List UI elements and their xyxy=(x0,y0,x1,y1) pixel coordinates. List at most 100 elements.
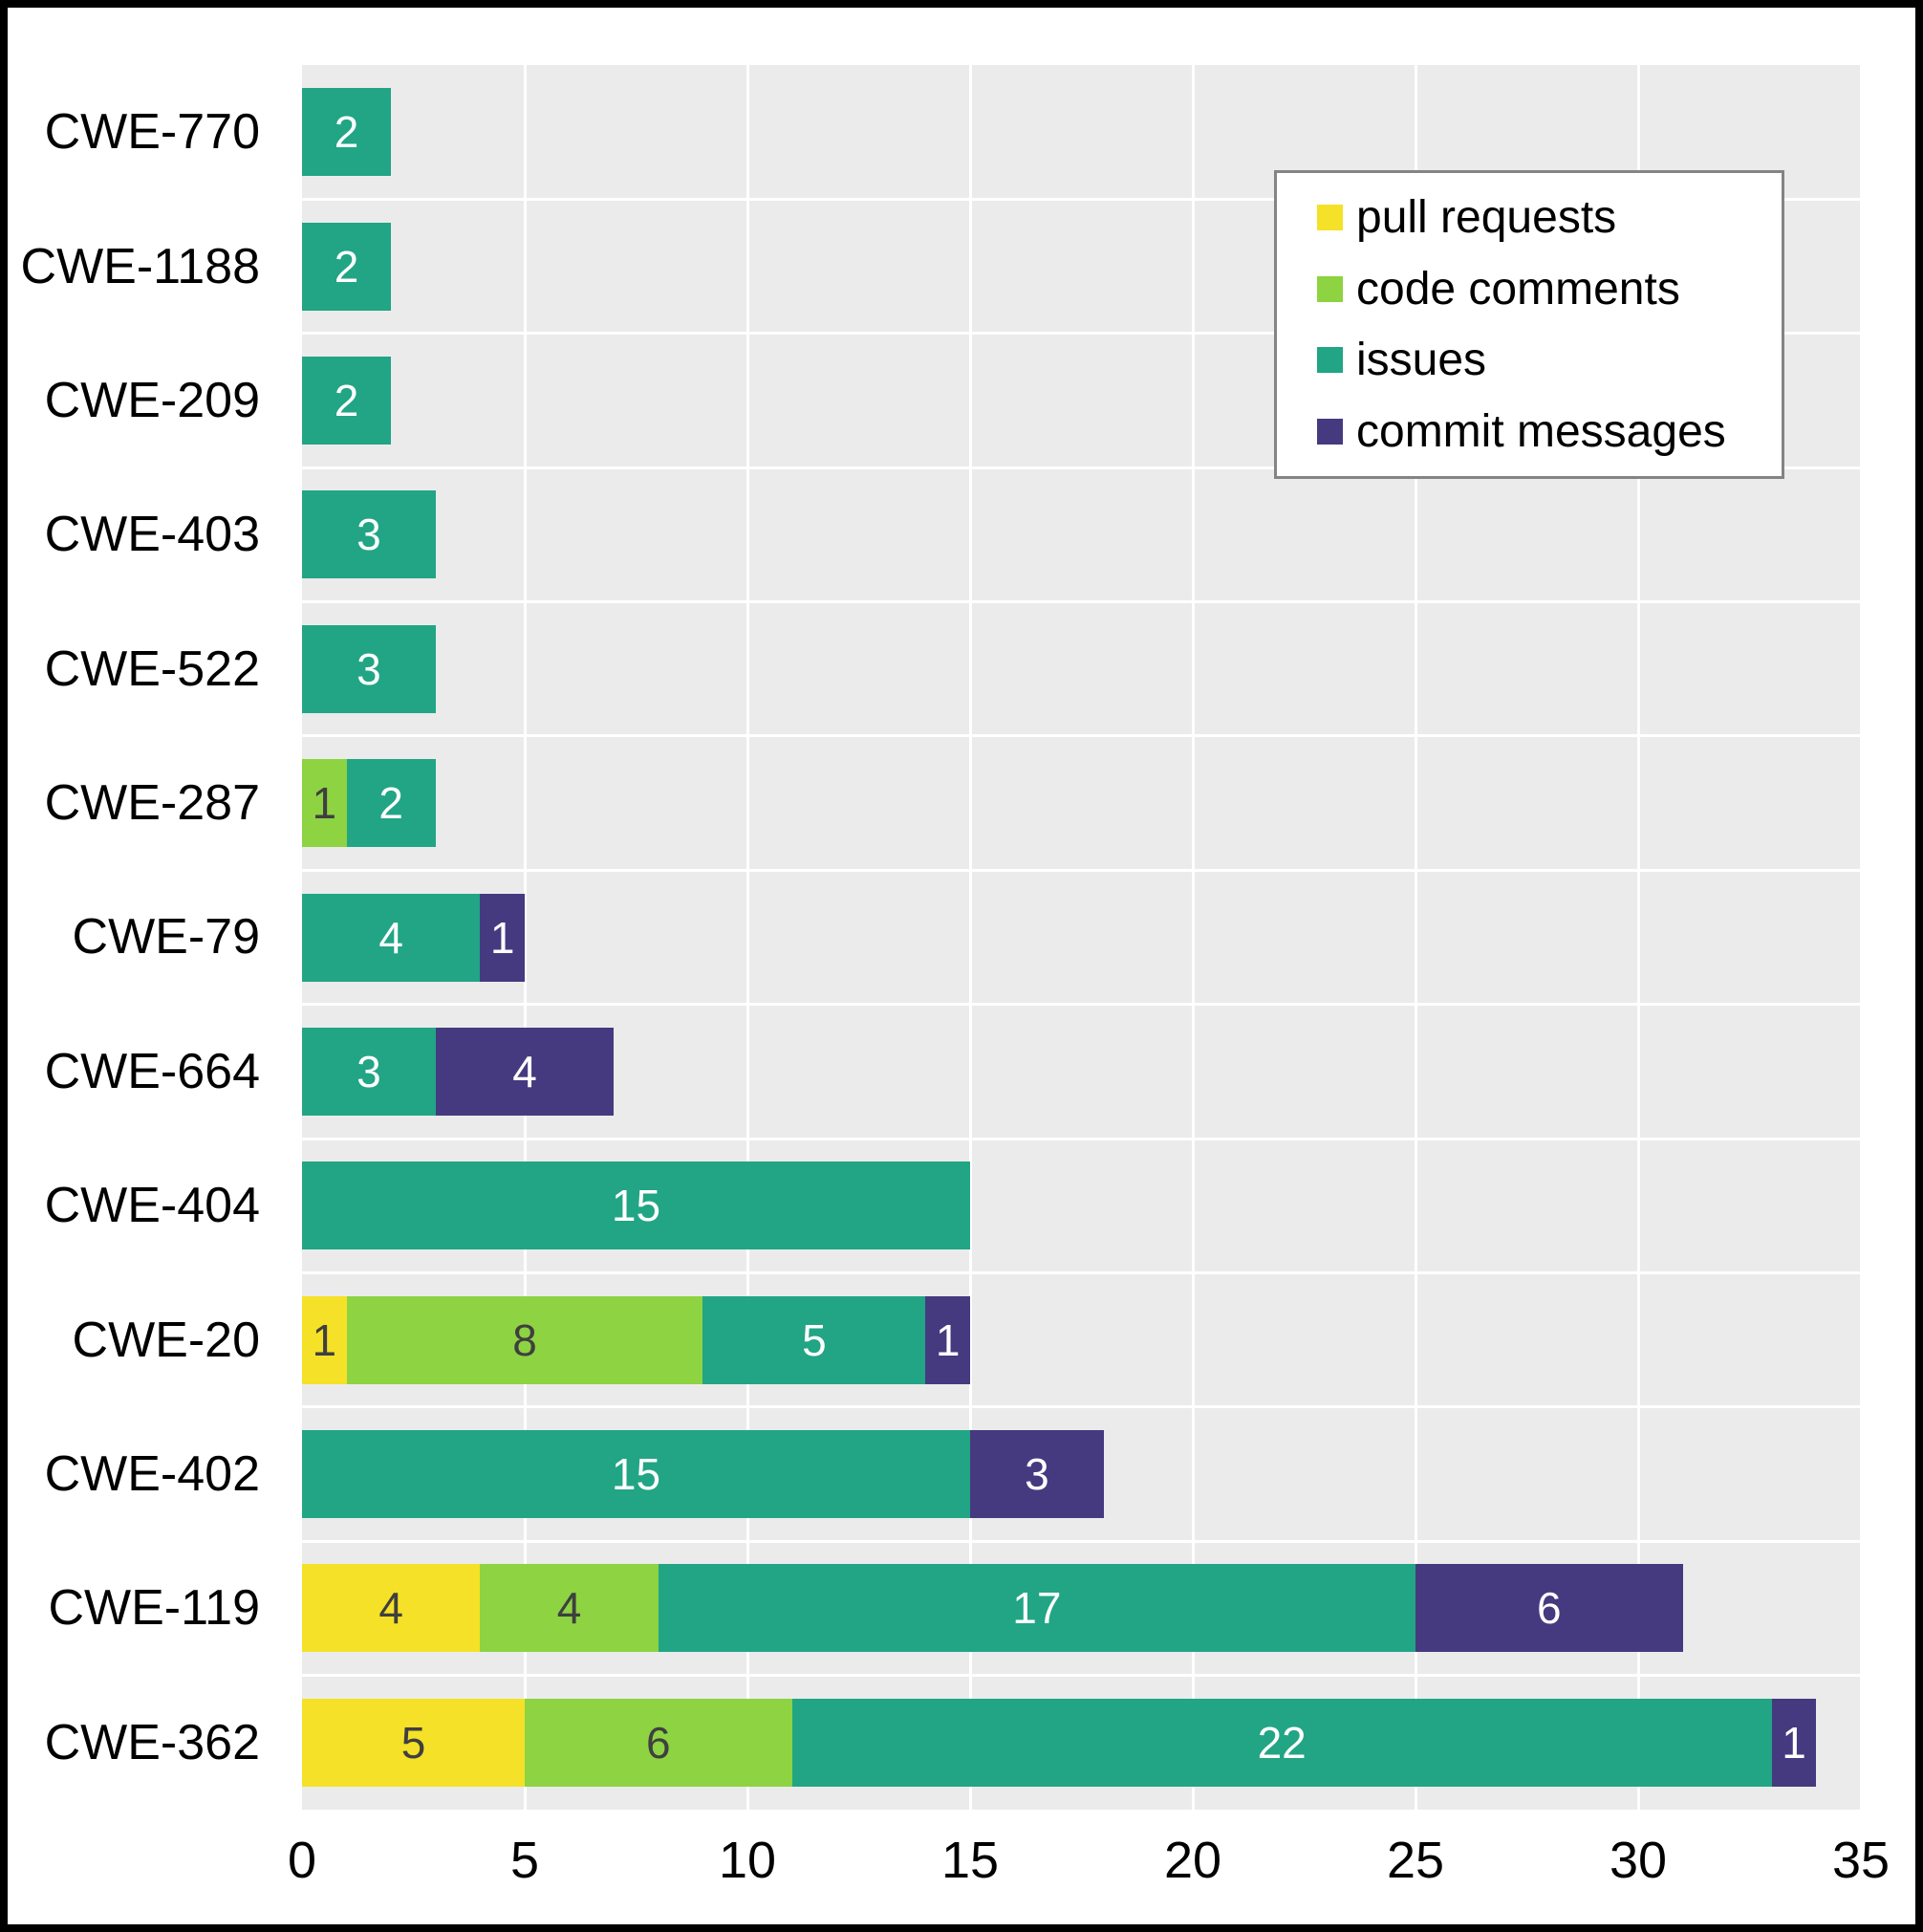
chart-frame: 2 2 2 3 3 1 2 4 1 3 4 15 1 8 5 1 15 3 4 4 17 6 5 6 22 1 CWE-770 CW… xyxy=(8,8,1915,1924)
bar-segment: 1 xyxy=(480,893,525,982)
bar-segment: 6 xyxy=(525,1698,792,1787)
bar-value-label: 8 xyxy=(512,1314,537,1365)
gridline-horizontal xyxy=(302,1003,1861,1007)
bar-segment: 8 xyxy=(346,1295,703,1384)
x-tick-label: 25 xyxy=(1386,1832,1445,1889)
bar-segment: 5 xyxy=(702,1295,926,1384)
gridline-vertical xyxy=(1414,65,1417,1810)
bar-value-label: 15 xyxy=(611,1449,661,1500)
category-label: CWE-664 xyxy=(44,1043,260,1099)
legend-item: issues xyxy=(1317,334,1782,386)
legend: pull requests code comments issues commit m… xyxy=(1274,170,1784,479)
gridline-vertical xyxy=(745,65,749,1810)
bar-value-label: 4 xyxy=(378,912,403,963)
bar-segment: 3 xyxy=(970,1430,1104,1519)
x-tick-label: 5 xyxy=(509,1832,540,1889)
gridline-horizontal xyxy=(302,1674,1861,1678)
bar-segment: 2 xyxy=(302,356,392,445)
bar-value-label: 3 xyxy=(357,1046,381,1096)
category-label: CWE-20 xyxy=(72,1312,260,1368)
bar-value-label: 2 xyxy=(334,375,359,425)
x-tick-label: 10 xyxy=(718,1832,777,1889)
gridline-vertical xyxy=(968,65,972,1810)
bar-segment: 1 xyxy=(302,759,347,848)
gridline-vertical xyxy=(1859,65,1863,1810)
bar-value-label: 4 xyxy=(556,1583,582,1634)
gridline-horizontal xyxy=(302,466,1861,469)
gridline-horizontal xyxy=(302,197,1861,201)
bar-value-label: 1 xyxy=(312,778,337,829)
category-label: CWE-404 xyxy=(44,1178,260,1234)
bar-segment: 4 xyxy=(302,893,481,982)
bar-value-label: 1 xyxy=(1782,1717,1806,1768)
legend-swatch-icon xyxy=(1317,205,1343,231)
x-tick-label: 30 xyxy=(1609,1832,1668,1889)
legend-swatch-icon xyxy=(1317,347,1343,374)
gridline-horizontal xyxy=(302,1270,1861,1274)
bar-value-label: 1 xyxy=(312,1314,337,1365)
legend-item: pull requests xyxy=(1317,191,1782,244)
bar-segment: 3 xyxy=(302,1027,436,1116)
gridline-horizontal xyxy=(302,1137,1861,1140)
x-tick-label: 20 xyxy=(1163,1832,1222,1889)
category-label: CWE-79 xyxy=(72,909,260,966)
bar-value-label: 4 xyxy=(378,1583,403,1634)
bar-segment: 3 xyxy=(302,490,436,579)
bar-segment: 15 xyxy=(302,1430,970,1519)
x-tick-label: 0 xyxy=(287,1832,317,1889)
bar-value-label: 5 xyxy=(400,1717,426,1768)
category-label: CWE-1188 xyxy=(20,238,260,294)
bar-value-label: 3 xyxy=(357,510,381,560)
bar-value-label: 1 xyxy=(935,1314,961,1365)
bar-segment: 2 xyxy=(302,88,392,177)
bar-segment: 4 xyxy=(302,1564,481,1653)
gridline-vertical xyxy=(1191,65,1195,1810)
bar-segment: 2 xyxy=(302,222,392,311)
category-label: CWE-403 xyxy=(44,507,260,563)
gridline-vertical xyxy=(1636,65,1640,1810)
bar-segment: 1 xyxy=(925,1295,970,1384)
category-label: CWE-119 xyxy=(48,1580,260,1637)
category-label: CWE-362 xyxy=(44,1714,260,1770)
category-label: CWE-209 xyxy=(44,372,260,428)
category-label: CWE-770 xyxy=(44,104,260,161)
bar-value-label: 3 xyxy=(357,643,381,694)
x-tick-label: 15 xyxy=(940,1832,1000,1889)
bar-segment: 4 xyxy=(435,1027,615,1116)
bar-segment: 1 xyxy=(302,1295,347,1384)
bar-segment: 6 xyxy=(1415,1564,1683,1653)
bar-segment: 5 xyxy=(302,1698,525,1787)
bar-value-label: 4 xyxy=(512,1046,537,1096)
legend-label: code comments xyxy=(1356,263,1680,315)
bar-value-label: 5 xyxy=(802,1314,827,1365)
gridline-vertical xyxy=(523,65,527,1810)
bar-value-label: 3 xyxy=(1025,1449,1049,1500)
bar-value-label: 22 xyxy=(1257,1717,1307,1768)
bar-segment: 4 xyxy=(480,1564,659,1653)
category-label: CWE-287 xyxy=(44,775,260,832)
legend-item: commit messages xyxy=(1317,405,1782,458)
bar-segment: 17 xyxy=(658,1564,1415,1653)
bar-value-label: 15 xyxy=(611,1181,661,1231)
bar-segment: 15 xyxy=(302,1161,970,1250)
bar-segment: 2 xyxy=(346,759,436,848)
x-tick-label: 35 xyxy=(1831,1832,1891,1889)
bar-value-label: 17 xyxy=(1012,1583,1062,1634)
legend-swatch-icon xyxy=(1317,275,1343,302)
gridline-horizontal xyxy=(302,868,1861,872)
legend-swatch-icon xyxy=(1317,418,1343,445)
gridline-horizontal xyxy=(302,1405,1861,1409)
legend-label: pull requests xyxy=(1356,192,1617,244)
bar-value-label: 2 xyxy=(334,241,359,292)
category-label: CWE-522 xyxy=(44,640,260,697)
legend-item: code comments xyxy=(1317,263,1782,315)
bar-segment: 3 xyxy=(302,624,436,713)
bar-value-label: 1 xyxy=(489,912,515,963)
bar-value-label: 2 xyxy=(334,107,359,158)
bar-value-label: 2 xyxy=(378,778,403,829)
bar-segment: 22 xyxy=(791,1698,1772,1787)
gridline-horizontal xyxy=(302,600,1861,604)
legend-label: commit messages xyxy=(1356,405,1726,457)
category-label: CWE-402 xyxy=(44,1446,260,1503)
bar-segment: 1 xyxy=(1771,1698,1817,1787)
